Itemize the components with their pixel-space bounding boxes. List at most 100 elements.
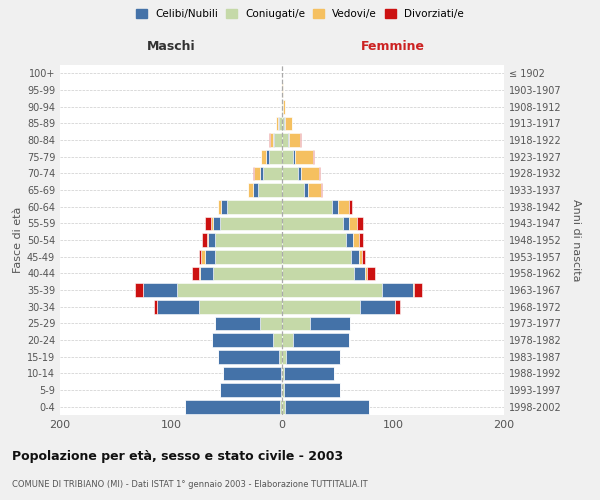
Legend: Celibi/Nubili, Coniugati/e, Vedovi/e, Divorziati/e: Celibi/Nubili, Coniugati/e, Vedovi/e, Di… [132, 5, 468, 24]
Bar [220, 216, 282, 230]
Bar [414, 283, 422, 297]
Text: Femmine: Femmine [361, 40, 425, 54]
Bar [304, 183, 308, 197]
Bar [254, 166, 260, 180]
Bar [289, 133, 300, 147]
Bar [283, 100, 286, 114]
Bar [349, 216, 358, 230]
Bar [343, 216, 349, 230]
Bar [282, 83, 283, 97]
Bar [301, 166, 319, 180]
Bar [282, 183, 304, 197]
Bar [282, 150, 293, 164]
Bar [358, 216, 363, 230]
Text: COMUNE DI TRIBIANO (MI) - Dati ISTAT 1° gennaio 2003 - Elaborazione TUTTITALIA.I: COMUNE DI TRIBIANO (MI) - Dati ISTAT 1° … [12, 480, 368, 489]
Bar [359, 250, 362, 264]
Bar [253, 166, 254, 180]
Bar [282, 366, 284, 380]
Bar [282, 200, 332, 213]
Bar [282, 300, 360, 314]
Bar [282, 266, 354, 280]
Bar [213, 266, 282, 280]
Bar [220, 383, 281, 397]
Bar [218, 200, 221, 213]
Bar [257, 183, 282, 197]
Bar [206, 233, 208, 247]
Bar [260, 166, 263, 180]
Bar [223, 366, 281, 380]
Bar [287, 133, 289, 147]
Bar [354, 266, 365, 280]
Bar [286, 400, 368, 413]
Bar [205, 216, 211, 230]
Bar [300, 133, 301, 147]
Bar [270, 133, 273, 147]
Bar [215, 233, 282, 247]
Bar [176, 283, 282, 297]
Bar [295, 150, 313, 164]
Bar [282, 100, 283, 114]
Bar [313, 150, 314, 164]
Bar [293, 150, 295, 164]
Bar [382, 283, 413, 297]
Bar [215, 316, 260, 330]
Bar [337, 200, 349, 213]
Bar [269, 133, 270, 147]
Bar [253, 183, 257, 197]
Bar [205, 250, 215, 264]
Bar [308, 183, 321, 197]
Bar [281, 366, 282, 380]
Bar [281, 383, 282, 397]
Bar [310, 316, 350, 330]
Bar [282, 383, 284, 397]
Bar [248, 183, 253, 197]
Bar [353, 233, 359, 247]
Bar [365, 266, 367, 280]
Bar [202, 233, 206, 247]
Bar [346, 233, 353, 247]
Bar [227, 200, 282, 213]
Bar [282, 400, 286, 413]
Bar [284, 116, 286, 130]
Bar [395, 300, 400, 314]
Bar [201, 250, 205, 264]
Bar [192, 266, 199, 280]
Bar [199, 266, 200, 280]
Bar [282, 216, 343, 230]
Bar [136, 283, 143, 297]
Bar [319, 166, 320, 180]
Bar [362, 250, 365, 264]
Bar [282, 233, 346, 247]
Bar [208, 233, 215, 247]
Bar [215, 250, 282, 264]
Text: Popolazione per età, sesso e stato civile - 2003: Popolazione per età, sesso e stato civil… [12, 450, 343, 463]
Bar [367, 266, 375, 280]
Bar [213, 216, 220, 230]
Bar [273, 133, 274, 147]
Bar [282, 350, 286, 364]
Bar [211, 216, 213, 230]
Bar [218, 350, 278, 364]
Bar [282, 283, 382, 297]
Bar [293, 333, 349, 347]
Y-axis label: Fasce di età: Fasce di età [13, 207, 23, 273]
Bar [199, 250, 201, 264]
Bar [157, 300, 199, 314]
Bar [143, 283, 176, 297]
Bar [154, 300, 157, 314]
Bar [282, 116, 284, 130]
Y-axis label: Anni di nascita: Anni di nascita [571, 198, 581, 281]
Bar [286, 350, 340, 364]
Bar [261, 150, 266, 164]
Bar [298, 166, 301, 180]
Bar [274, 133, 282, 147]
Text: Maschi: Maschi [146, 40, 196, 54]
Bar [284, 383, 340, 397]
Bar [260, 316, 282, 330]
Bar [349, 200, 352, 213]
Bar [284, 366, 334, 380]
Bar [185, 400, 280, 413]
Bar [282, 250, 351, 264]
Bar [321, 183, 322, 197]
Bar [273, 333, 282, 347]
